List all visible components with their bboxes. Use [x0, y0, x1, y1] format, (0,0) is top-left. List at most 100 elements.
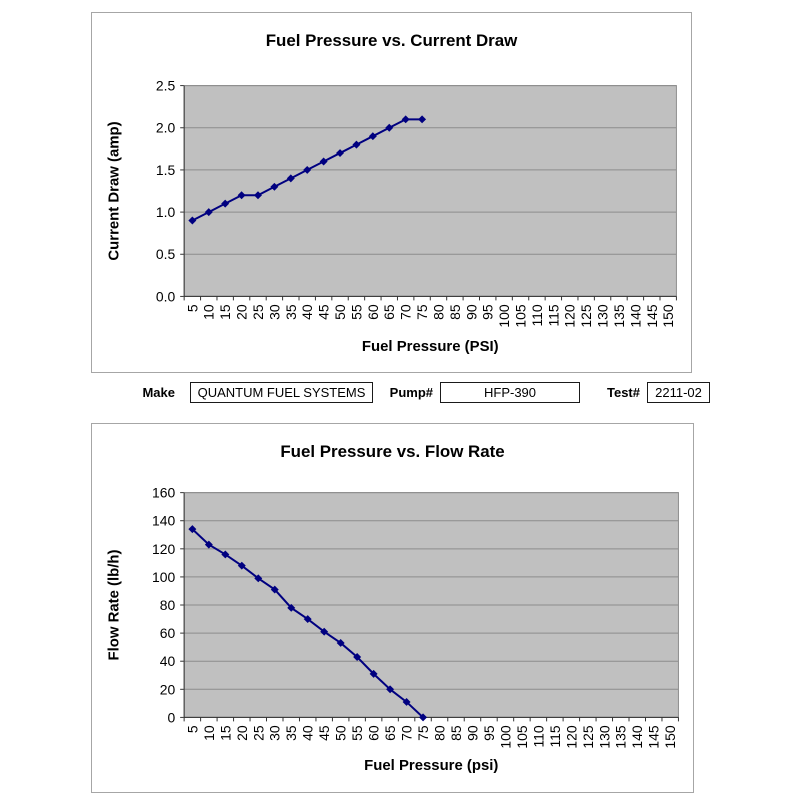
x-tick-label: 100 [497, 725, 513, 748]
x-tick-label: 110 [530, 725, 546, 747]
y-tick-label: 1.5 [156, 162, 176, 178]
data-point-marker [319, 157, 328, 166]
data-point-marker [419, 713, 428, 722]
x-tick-label: 55 [349, 725, 365, 741]
x-tick-label: 140 [629, 725, 645, 748]
x-tick-label: 120 [563, 725, 579, 748]
x-tick-label: 10 [201, 725, 217, 741]
x-tick-label: 70 [399, 725, 415, 741]
data-point-marker [221, 550, 230, 559]
x-tick-label: 75 [415, 725, 431, 741]
x-tick-label: 10 [201, 304, 217, 320]
x-tick-label: 40 [300, 725, 316, 741]
y-tick-label: 2.5 [156, 78, 176, 94]
pump-number-label: Pump# [389, 385, 433, 400]
y-tick-label: 60 [160, 625, 176, 641]
x-tick-label: 145 [644, 304, 660, 327]
data-point-marker [352, 140, 361, 149]
data-point-marker [369, 669, 378, 678]
y-tick-label: 20 [160, 681, 176, 697]
x-tick-label: 90 [463, 304, 479, 320]
x-tick-label: 85 [448, 725, 464, 741]
data-point-marker [386, 685, 395, 694]
x-tick-label: 150 [662, 725, 678, 748]
data-point-marker [368, 132, 377, 141]
y-tick-label: 0.0 [156, 288, 176, 304]
x-tick-label: 5 [184, 304, 200, 312]
data-point-marker [270, 182, 279, 191]
data-point-marker [303, 165, 312, 174]
test-number-label: Test# [607, 385, 640, 400]
x-tick-label: 65 [381, 304, 397, 320]
x-tick-label: 95 [481, 725, 497, 741]
pump-number-field[interactable]: HFP-390 [440, 382, 580, 403]
x-tick-label: 45 [316, 725, 332, 741]
data-point-marker [336, 149, 345, 158]
y-tick-label: 120 [152, 541, 175, 557]
x-tick-label: 50 [333, 725, 349, 741]
y-tick-label: 1.0 [156, 204, 176, 220]
test-number-field[interactable]: 2211-02 [647, 382, 710, 403]
chart-title: Fuel Pressure vs. Flow Rate [280, 442, 504, 461]
data-point-marker [237, 191, 246, 200]
x-tick-label: 35 [283, 304, 299, 320]
x-tick-label: 105 [514, 725, 530, 748]
x-axis-title: Fuel Pressure (psi) [364, 758, 498, 774]
x-tick-label: 105 [513, 304, 529, 327]
x-tick-label: 60 [366, 725, 382, 741]
x-tick-label: 20 [234, 725, 250, 741]
x-axis-title: Fuel Pressure (PSI) [362, 339, 499, 355]
data-point-marker [336, 638, 345, 647]
current-draw-chart: 0.0 0.5 1.0 1.5 2.0 2.5 5 10 15 20 25 30 35 40 45 50 55 6… [91, 12, 692, 373]
x-tick-label: 115 [545, 304, 561, 326]
y-tick-label: 40 [160, 653, 176, 669]
x-tick-label: 30 [267, 725, 283, 741]
data-point-marker [320, 627, 329, 636]
y-axis-title: Flow Rate (lb/h) [106, 550, 122, 661]
data-point-marker [254, 191, 262, 200]
data-point-marker [204, 208, 213, 217]
data-point-marker [353, 653, 362, 661]
x-tick-label: 130 [595, 304, 611, 327]
x-tick-label: 55 [348, 304, 364, 320]
x-tick-label: 30 [266, 304, 282, 320]
y-tick-label: 0 [167, 709, 175, 725]
x-tick-label: 130 [596, 725, 612, 748]
data-point-marker [287, 603, 296, 612]
data-point-marker [188, 216, 197, 225]
x-tick-label: 15 [217, 304, 233, 320]
x-tick-label: 5 [184, 725, 200, 733]
data-point-marker [303, 615, 312, 624]
current-draw-chart-svg: 0.00.51.01.52.02.55 10 15 20 25 30 35 40 45 50 55 6… [107, 31, 677, 355]
x-tick-label: 115 [547, 725, 563, 747]
y-tick-label: 2.0 [156, 120, 176, 136]
data-point-marker [221, 199, 230, 208]
x-tick-label: 95 [480, 304, 496, 320]
x-tick-label: 15 [217, 725, 233, 741]
x-tick-label: 40 [299, 304, 315, 320]
x-tick-label: 125 [580, 725, 596, 748]
x-tick-label: 145 [646, 725, 662, 748]
make-label: Make [142, 385, 175, 400]
x-tick-label: 60 [365, 304, 381, 320]
chart-title: Fuel Pressure vs. Current Draw [266, 31, 518, 50]
data-point-marker [188, 525, 197, 534]
x-tick-label: 50 [332, 304, 348, 320]
x-tick-label: 45 [316, 304, 332, 320]
data-point-marker [286, 174, 295, 183]
x-tick-label: 150 [660, 304, 676, 327]
x-tick-label: 75 [414, 304, 430, 320]
x-tick-label: 25 [250, 725, 266, 741]
data-point-marker [402, 697, 411, 706]
make-field[interactable]: QUANTUM FUEL SYSTEMS [190, 382, 373, 403]
x-tick-label: 25 [250, 304, 266, 320]
y-tick-label: 80 [160, 597, 176, 613]
x-tick-label: 125 [578, 304, 594, 327]
plot-area [184, 85, 677, 297]
x-tick-label: 135 [613, 725, 629, 748]
x-tick-label: 80 [432, 725, 448, 741]
x-tick-label: 20 [234, 304, 250, 320]
x-tick-label: 35 [283, 725, 299, 741]
